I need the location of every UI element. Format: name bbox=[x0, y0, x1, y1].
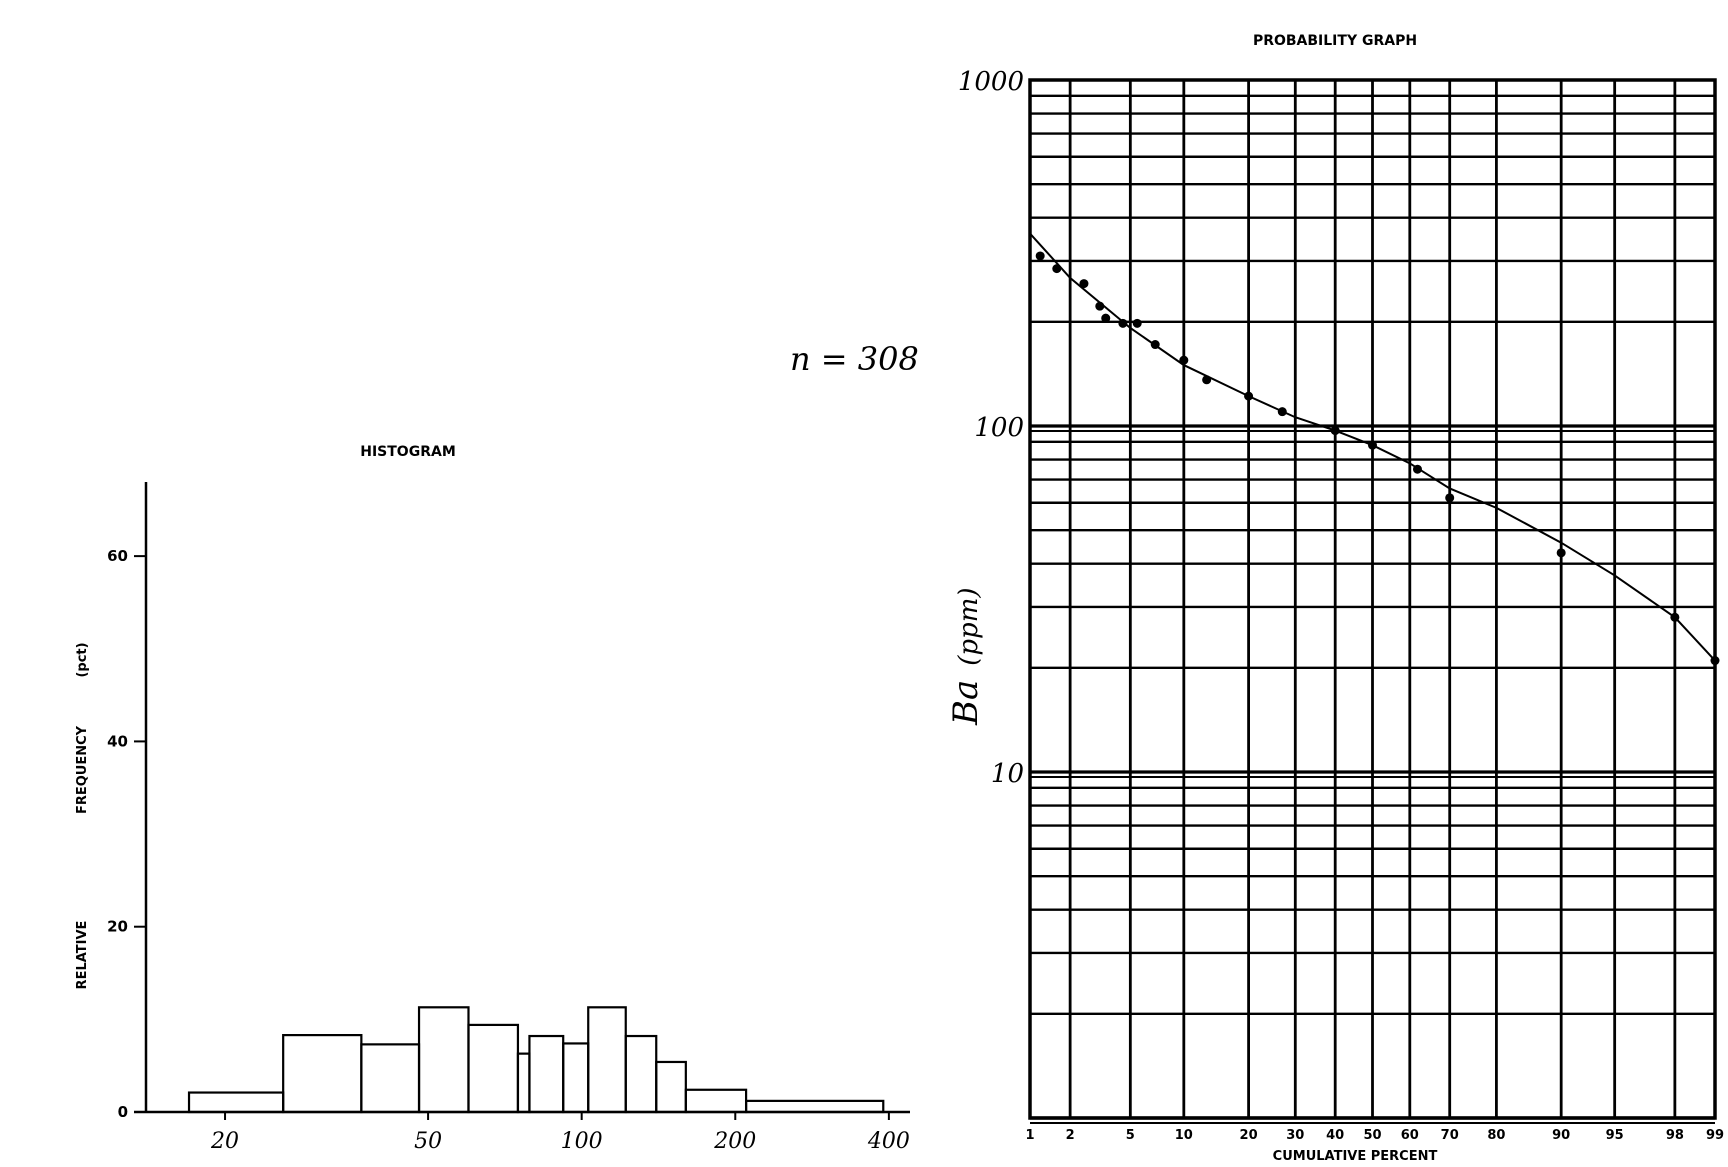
data-point bbox=[1368, 440, 1377, 450]
data-point bbox=[1132, 318, 1142, 328]
histogram-bar-5 bbox=[516, 1052, 531, 1114]
data-point bbox=[1277, 407, 1287, 417]
y-label-unit: (pct) bbox=[75, 642, 90, 677]
x-tick-label: 30 bbox=[1286, 1128, 1304, 1143]
data-point bbox=[1101, 313, 1111, 323]
x-tick-label: 10 bbox=[1175, 1128, 1193, 1143]
histogram-bar-10 bbox=[655, 1060, 687, 1114]
y-tick-label: 10 bbox=[991, 759, 1024, 789]
x-tick-label: 5 bbox=[1126, 1128, 1135, 1143]
x-tick-label: 99 bbox=[1706, 1128, 1724, 1143]
sample-size-label: n = 308 bbox=[790, 340, 919, 378]
y-label-element: Ba bbox=[946, 680, 986, 726]
y-tick-label: 0 bbox=[118, 1103, 128, 1121]
probability-x-ticks: 1 2 5 10 20 30 40 50 60 70 80 90 95 98 99 bbox=[1025, 1128, 1724, 1143]
histogram-bar-1 bbox=[282, 1034, 363, 1114]
data-point bbox=[1118, 318, 1128, 328]
histogram-bar-9 bbox=[624, 1034, 658, 1114]
histogram-bars bbox=[187, 1006, 885, 1114]
histogram-bar-8 bbox=[587, 1006, 627, 1114]
histogram-bar-4 bbox=[467, 1023, 520, 1114]
y-tick-label: 20 bbox=[107, 918, 128, 936]
x-tick-label: 90 bbox=[1552, 1128, 1570, 1143]
y-tick-label: 40 bbox=[107, 732, 128, 750]
x-tick-label: 40 bbox=[1326, 1128, 1344, 1143]
y-tick-label: 1000 bbox=[958, 67, 1024, 97]
histogram-bar-6 bbox=[528, 1034, 565, 1114]
probability-grid bbox=[1028, 80, 1717, 1124]
x-tick-label: 95 bbox=[1606, 1128, 1624, 1143]
data-point bbox=[1330, 426, 1340, 436]
x-tick-label: 70 bbox=[1441, 1128, 1459, 1143]
y-label-frequency: FREQUENCY bbox=[75, 725, 90, 814]
histogram-x-ticks: 20 50 100 200 400 bbox=[210, 1112, 910, 1154]
histogram-y-axis-label: RELATIVE FREQUENCY (pct) bbox=[75, 642, 90, 989]
x-tick-label: 2 bbox=[1066, 1128, 1075, 1143]
y-label-relative: RELATIVE bbox=[75, 921, 90, 990]
data-point bbox=[1445, 493, 1455, 503]
y-tick-label: 100 bbox=[974, 413, 1024, 443]
x-tick-label: 60 bbox=[1401, 1128, 1419, 1143]
probability-y-axis-label: Ba (ppm) bbox=[946, 588, 986, 727]
x-tick-label: 200 bbox=[713, 1129, 756, 1154]
data-point bbox=[1412, 464, 1422, 474]
data-point bbox=[1202, 375, 1212, 385]
probability-frame-border bbox=[1028, 78, 1717, 1120]
probability-graph-title: PROBABILITY GRAPH bbox=[1253, 33, 1417, 49]
data-point bbox=[1150, 340, 1160, 350]
x-tick-label: 400 bbox=[867, 1129, 910, 1154]
histogram-bar-11 bbox=[684, 1088, 748, 1114]
data-point bbox=[1710, 656, 1720, 666]
x-tick-label: 1 bbox=[1025, 1128, 1034, 1143]
data-point bbox=[1670, 612, 1680, 622]
x-tick-label: 100 bbox=[561, 1129, 603, 1154]
histogram-panel: HISTOGRAM RELATIVE FREQUENCY (pct) 20 50 1… bbox=[75, 444, 910, 1154]
histogram-bar-0 bbox=[187, 1091, 285, 1114]
data-point bbox=[1079, 279, 1089, 289]
data-point bbox=[1052, 264, 1062, 274]
x-tick-label: 20 bbox=[210, 1129, 239, 1154]
x-tick-label: 50 bbox=[1363, 1128, 1381, 1143]
probability-points bbox=[1035, 251, 1720, 666]
histogram-bar-2 bbox=[360, 1043, 421, 1114]
x-tick-label: 20 bbox=[1240, 1128, 1258, 1143]
probability-frame bbox=[1028, 78, 1717, 1120]
histogram-y-ticks: 0 20 40 60 bbox=[107, 547, 146, 1121]
y-tick-label: 60 bbox=[107, 547, 128, 565]
histogram-title: HISTOGRAM bbox=[360, 444, 456, 460]
probability-x-axis-label: CUMULATIVE PERCENT bbox=[1273, 1149, 1438, 1164]
x-tick-label: 98 bbox=[1666, 1128, 1684, 1143]
x-tick-label: 80 bbox=[1487, 1128, 1505, 1143]
data-point bbox=[1035, 251, 1045, 261]
data-point bbox=[1095, 301, 1105, 311]
histogram-bar-7 bbox=[562, 1042, 590, 1114]
histogram-bar-12 bbox=[744, 1099, 885, 1114]
probability-y-ticks: 1000 100 10 bbox=[958, 67, 1024, 789]
data-point bbox=[1179, 355, 1189, 365]
y-label-unit: (ppm) bbox=[954, 588, 984, 666]
probability-graph-panel: PROBABILITY GRAPH 1000 100 10 1 2 5 10 20 30 40 5… bbox=[946, 33, 1724, 1164]
histogram-axes bbox=[134, 482, 910, 1114]
x-tick-label: 50 bbox=[414, 1129, 442, 1154]
data-point bbox=[1556, 548, 1566, 558]
histogram-bar-3 bbox=[417, 1006, 470, 1114]
data-point bbox=[1244, 391, 1254, 401]
